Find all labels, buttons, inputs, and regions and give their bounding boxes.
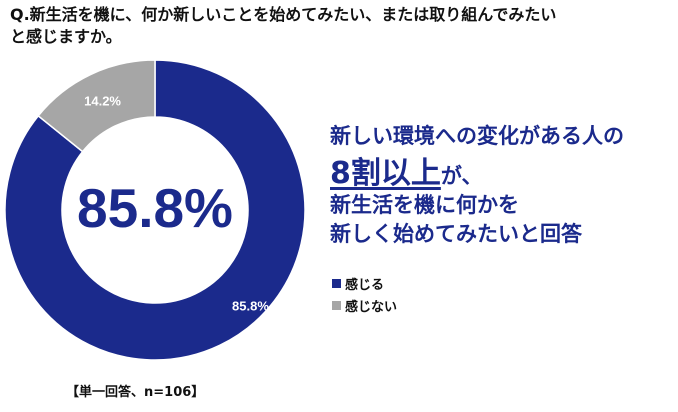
legend-item-yes: 感じる <box>332 272 397 294</box>
donut-slices <box>4 59 306 361</box>
center-label: 85.8% <box>77 177 233 239</box>
headline-line-4: 新しく始めてみたいと回答 <box>330 222 582 246</box>
donut-slice-1 <box>4 59 306 361</box>
headline-line-2: 8割以上が、 <box>330 159 675 191</box>
question-text: Q.新生活を機に、何か新しいことを始めてみたい、または取り組んでみたいと感じます… <box>10 5 557 46</box>
headline: 新しい環境への変化がある人の 8割以上が、 新生活を機に何かを 新しく始めてみた… <box>330 122 675 249</box>
slice-label-1: 85.8% <box>232 298 269 313</box>
headline-after-emphasis: が、 <box>440 164 483 188</box>
slice-label-2: 14.2% <box>84 93 121 108</box>
headline-line-1: 新しい環境への変化がある人の <box>330 124 624 148</box>
headline-line-3: 新生活を機に何かを <box>330 193 519 217</box>
legend-swatch-no <box>332 300 341 310</box>
legend-label-yes: 感じる <box>345 277 385 293</box>
headline-emphasis: 8割以上 <box>330 156 441 191</box>
sample-note: 【単一回答、n=106】 <box>66 385 205 400</box>
legend-item-no: 感じない <box>332 294 397 316</box>
donut-slice-2 <box>37 59 156 153</box>
legend: 感じる 感じない <box>332 272 397 316</box>
legend-swatch-yes <box>332 278 341 288</box>
slice-labels: 85.8% 14.2% <box>84 93 269 313</box>
legend-label-no: 感じない <box>345 299 398 315</box>
